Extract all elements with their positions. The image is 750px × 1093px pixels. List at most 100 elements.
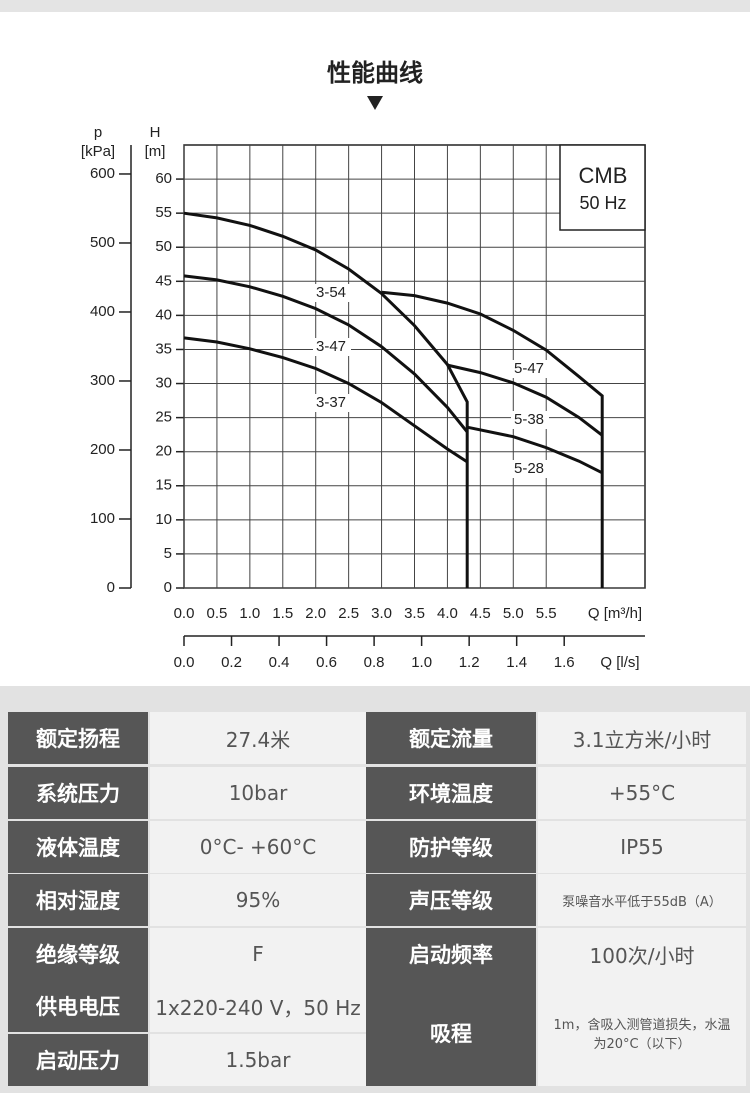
spec-value: 3.1立方米/小时 <box>538 712 746 764</box>
spec-key: 液体温度 <box>8 821 148 873</box>
x-tick-label: 5.0 <box>503 605 524 622</box>
curve <box>183 211 469 588</box>
spec-key: 声压等级 <box>366 874 536 926</box>
y-tick-label: 5 <box>164 545 172 562</box>
x-axis-label: Q [m³/h] <box>588 605 642 622</box>
spec-value: 10bar <box>150 767 366 819</box>
curve-label-bg <box>313 394 351 412</box>
y2-tick-label: 300 <box>90 372 115 389</box>
spec-value: F <box>150 928 366 980</box>
curve <box>183 336 469 464</box>
curve-label-bg <box>511 360 549 378</box>
y-tick-label: 60 <box>155 170 172 187</box>
x-tick-label: 0.0 <box>174 605 195 622</box>
spec-key: 绝缘等级 <box>8 928 148 980</box>
x-tick-label: 1.5 <box>272 605 293 622</box>
x-tick-label: 2.0 <box>305 605 326 622</box>
curve-label-bg <box>313 338 351 356</box>
y2-tick-label: 100 <box>90 510 115 527</box>
spec-value: 0°C- +60°C <box>150 821 366 873</box>
curve-label: 3-54 <box>316 284 346 301</box>
top-bar <box>0 0 750 12</box>
spec-value: 泵噪音水平低于55dB（A） <box>538 874 746 926</box>
y-tick-label: 30 <box>155 375 172 392</box>
spec-key: 供电电压 <box>8 980 148 1032</box>
x-tick-label: 1.0 <box>239 605 260 622</box>
y-tick-label: 35 <box>155 340 172 357</box>
spec-key: 系统压力 <box>8 767 148 819</box>
y2-tick-label: 400 <box>90 303 115 320</box>
y-tick-label: 15 <box>155 477 172 494</box>
spec-table: 额定扬程 27.4米 额定流量 3.1立方米/小时系统压力 10bar 环境温度 +55°C… <box>0 686 750 1093</box>
y-tick-label: 45 <box>155 272 172 289</box>
x-tick-label: 3.5 <box>404 605 425 622</box>
curve-label-bg <box>511 460 549 478</box>
spec-value: 27.4米 <box>150 712 366 764</box>
spec-key: 防护等级 <box>366 821 536 873</box>
y-axis-unit: [m] <box>145 143 166 160</box>
spec-key: 环境温度 <box>366 767 536 819</box>
curve <box>183 274 469 433</box>
x2-tick-label: 0.8 <box>364 654 385 671</box>
spec-value: 1x220-240 V，50 Hz <box>150 980 366 1032</box>
y2-axis-label: p <box>94 124 102 141</box>
x2-tick-label: 1.6 <box>554 654 575 671</box>
y-tick-label: 25 <box>155 409 172 426</box>
spec-key: 启动频率 <box>366 928 536 980</box>
spec-value: 100次/小时 <box>538 928 746 980</box>
annotation-box <box>559 144 646 231</box>
spec-key: 额定扬程 <box>8 712 148 764</box>
annotation: CMB <box>579 163 628 188</box>
curve-label: 5-47 <box>514 360 544 377</box>
annotation: 50 Hz <box>579 193 626 213</box>
spec-value: +55°C <box>538 767 746 819</box>
x-tick-label: 2.5 <box>338 605 359 622</box>
y-tick-label: 0 <box>164 579 172 596</box>
spec-value: 1.5bar <box>150 1034 366 1086</box>
y-axis-label: H <box>150 124 161 141</box>
curve <box>447 363 604 437</box>
x-tick-label: 4.5 <box>470 605 491 622</box>
x-tick-label: 4.0 <box>437 605 458 622</box>
curve-label-bg <box>313 284 351 302</box>
spec-key: 额定流量 <box>366 712 536 764</box>
spec-key: 启动压力 <box>8 1034 148 1086</box>
y-tick-label: 40 <box>155 306 172 323</box>
y2-tick-label: 500 <box>90 234 115 251</box>
y-tick-label: 50 <box>155 238 172 255</box>
curve-label: 3-47 <box>316 338 346 355</box>
x2-tick-label: 0.2 <box>221 654 242 671</box>
curve <box>381 290 604 588</box>
spec-value: 1m，含吸入测管道损失，水温为20°C（以下） <box>538 980 746 1086</box>
chart-title: 性能曲线 <box>327 59 423 87</box>
x2-tick-label: 1.0 <box>411 654 432 671</box>
spec-value: IP55 <box>538 821 746 873</box>
curve-label-bg <box>511 411 549 429</box>
title-arrow <box>367 96 383 110</box>
y2-tick-label: 0 <box>107 579 115 596</box>
x-tick-label: 0.5 <box>206 605 227 622</box>
x2-tick-label: 0.4 <box>269 654 290 671</box>
curve-label: 3-37 <box>316 394 346 411</box>
x2-tick-label: 1.2 <box>459 654 480 671</box>
x2-axis-label: Q [l/s] <box>600 654 639 671</box>
spec-value: 95% <box>150 874 366 926</box>
x2-tick-label: 0.6 <box>316 654 337 671</box>
y2-tick-label: 600 <box>90 165 115 182</box>
curve <box>466 425 603 475</box>
spec-key: 相对湿度 <box>8 874 148 926</box>
x2-tick-label: 1.4 <box>506 654 527 671</box>
y-tick-label: 20 <box>155 443 172 460</box>
spec-key: 吸程 <box>366 980 536 1086</box>
x-tick-label: 5.5 <box>536 605 557 622</box>
curve-label: 5-38 <box>514 411 544 428</box>
curve-label: 5-28 <box>514 460 544 477</box>
y-tick-label: 10 <box>155 511 172 528</box>
x-tick-label: 3.0 <box>371 605 392 622</box>
x2-tick-label: 0.0 <box>174 654 195 671</box>
y2-axis-unit: [kPa] <box>81 143 115 160</box>
y2-tick-label: 200 <box>90 441 115 458</box>
y-tick-label: 55 <box>155 204 172 221</box>
chart: 性能曲线 p [kPa] H [m] Q [m³/h] Q [l/s] 0 5 10… <box>81 59 646 671</box>
